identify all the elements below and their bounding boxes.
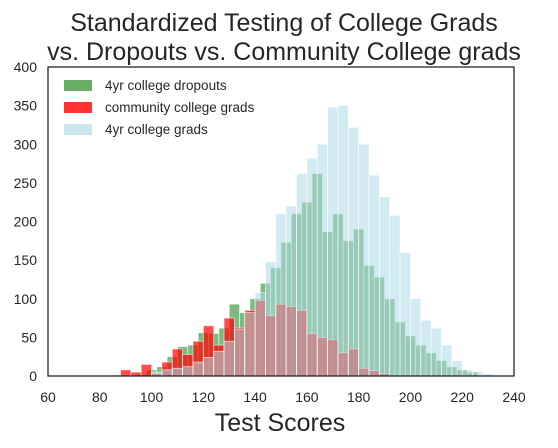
bar-series2-13 [285,205,297,377]
bar-series2-10 [254,292,266,377]
bar-series2-9 [244,312,256,377]
x-tick-label-4: 140 [243,389,267,405]
x-tick-label-7: 200 [399,389,423,405]
bar-series2-7 [223,340,235,377]
bar-series2-14 [296,173,308,377]
legend-label-1: community college grads [105,100,255,115]
bars-layer [109,105,494,377]
y-tick-label-1: 50 [21,329,37,345]
legend-label-2: 4yr college grads [105,122,208,137]
legend-swatch-2 [64,124,92,135]
bar-series2-25 [410,298,422,377]
y-tick-label-2: 100 [14,291,38,307]
x-tick-label-9: 240 [502,389,526,405]
bar-series2-16 [316,143,329,377]
bar-series2-1 [161,369,173,377]
bar-series2-17 [327,106,339,377]
bar-series2-26 [420,319,432,377]
bar-series2-3 [182,366,194,377]
y-tick-label-5: 250 [14,175,38,191]
bar-series2-6 [213,350,225,377]
x-tick-label-5: 160 [295,389,319,405]
plot-frame [47,66,515,377]
y-tick-label-6: 300 [14,136,38,152]
x-tick-label-2: 100 [140,389,164,405]
bar-series2-21 [368,174,380,377]
x-tick-label-8: 220 [451,389,475,405]
bar-series2-27 [430,327,442,377]
bar-series2-23 [389,214,401,377]
y-tick-label-4: 200 [14,214,38,230]
y-tick-label-3: 150 [14,252,38,268]
bar-series2-24 [399,251,411,377]
bar-series2-11 [265,261,277,377]
ticks-layer: 60 80 100 120 140 160 180 200 220 240 0 50 100 150 200… [14,59,526,405]
bar-series2-28 [441,344,453,377]
x-tick-label-3: 120 [192,389,216,405]
legend-label-0: 4yr college dropouts [105,78,227,93]
bar-series2-30 [461,369,473,377]
bar-series2-31 [472,370,484,377]
bar-series2-8 [233,329,246,377]
x-tick-label-1: 80 [92,389,108,405]
y-tick-label-7: 350 [14,98,38,114]
bar-series2-20 [358,143,370,377]
bar-series2-2 [171,367,184,377]
x-tick-label-6: 180 [347,389,371,405]
bar-series2-18 [337,105,349,377]
bar-series2-29 [451,360,463,377]
bar-series1-1 [120,369,132,377]
bar-series2-19 [347,126,360,377]
bar-series2-12 [275,213,287,377]
chart-title-line-1: Standardized Testing of College Grads [70,9,498,37]
bar-series2-15 [306,157,318,377]
x-tick-label-0: 60 [40,389,56,405]
bar-series1-3 [140,364,152,377]
x-axis-label: Test Scores [215,409,346,437]
chart-title-line-2: vs. Dropouts vs. Community College grads [47,38,521,66]
bar-series2-4 [192,361,204,377]
bar-series2-22 [378,196,391,377]
y-tick-label-8: 400 [14,59,38,75]
legend-swatch-0 [64,80,92,91]
bar-series2-5 [202,357,215,377]
y-tick-label-0: 0 [29,368,37,384]
legend: 4yr college dropouts community college gr… [64,78,255,137]
legend-swatch-1 [64,102,92,113]
